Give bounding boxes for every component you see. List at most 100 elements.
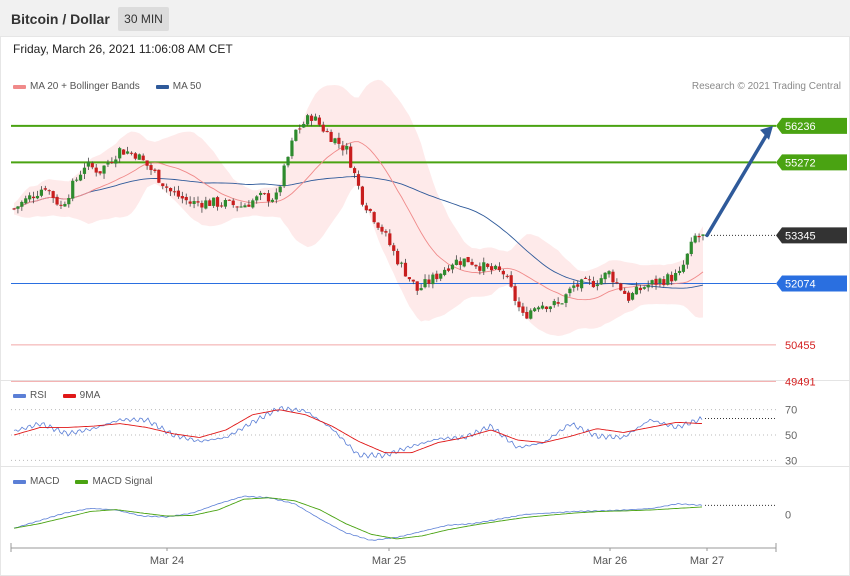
rsi-9ma-line <box>13 409 703 454</box>
candle-body <box>619 283 623 291</box>
time-axis-label: Mar 25 <box>372 555 406 567</box>
price-legend: MA 20 + Bollinger Bands MA 50 <box>13 81 201 92</box>
rsi-tick-label: 70 <box>785 405 797 417</box>
candle-body <box>219 205 224 207</box>
candle-body <box>368 208 372 211</box>
rsi9ma-legend-swatch <box>62 393 76 398</box>
candle-body <box>580 279 584 289</box>
candle-body <box>16 206 20 209</box>
level-label: 52074 <box>785 279 816 291</box>
candle-body <box>415 281 419 291</box>
candle-body <box>646 284 650 288</box>
candle-body <box>325 131 329 133</box>
candle-body <box>90 163 94 168</box>
candle-body <box>204 200 208 209</box>
projection-arrow-shaft <box>705 129 771 238</box>
candle-body <box>298 128 302 130</box>
candle-body <box>576 284 580 287</box>
candle-body <box>681 264 686 272</box>
candle-body <box>196 201 200 203</box>
candle-body <box>223 199 227 207</box>
ma20-legend-swatch <box>13 84 26 89</box>
candle-body <box>266 193 271 202</box>
rsi-line <box>13 405 703 459</box>
timeframe-button[interactable]: 30 MIN <box>118 7 169 31</box>
candle-body <box>560 303 564 305</box>
level-tag-49491: 49491 <box>785 376 816 388</box>
candle-body <box>360 186 365 205</box>
macd-signal-legend-swatch <box>75 479 89 484</box>
candle-body <box>259 192 263 196</box>
candle-body <box>24 198 28 204</box>
candle-body <box>446 268 451 271</box>
candle-body <box>689 241 693 254</box>
candle-body <box>180 196 184 199</box>
candle-body <box>282 165 286 187</box>
candle-body <box>352 168 357 174</box>
candle-body <box>462 258 466 267</box>
bollinger-band <box>14 79 703 336</box>
candle-body <box>145 160 149 166</box>
candle-body <box>470 261 474 265</box>
candle-body <box>345 145 349 150</box>
candle-body <box>98 171 102 174</box>
ma20-legend-label: MA 20 + Bollinger Bands <box>30 81 140 92</box>
candle-body <box>102 165 106 174</box>
candle-body <box>59 204 63 206</box>
rsi-legend: RSI 9MA <box>13 390 100 401</box>
level-tag-56236: 56236 <box>776 117 847 134</box>
candle-body <box>278 186 282 193</box>
macd-signal-line <box>13 497 703 540</box>
candle-body <box>642 287 646 289</box>
candle-body <box>243 205 247 208</box>
candle-body <box>82 167 87 174</box>
candle-body <box>376 222 380 228</box>
level-label: 49491 <box>785 376 816 388</box>
candle-body <box>176 190 181 197</box>
candle-body <box>666 274 670 285</box>
candle-body <box>67 198 71 205</box>
chart-title: Bitcoin / Dollar <box>11 11 110 27</box>
candle-body <box>611 271 615 283</box>
candle-body <box>188 201 192 204</box>
macd-legend-label: MACD <box>30 476 60 487</box>
macd-signal-legend-label: MACD Signal <box>92 476 153 487</box>
level-tag-50455: 50455 <box>785 340 816 352</box>
candle-body <box>39 189 44 196</box>
chart-credit: Research © 2021 Trading Central <box>691 81 841 92</box>
candle-body <box>255 196 259 201</box>
candle-body <box>572 285 576 288</box>
candle-body <box>349 146 353 168</box>
candle-body <box>380 226 384 232</box>
candle-body <box>490 266 494 271</box>
candle-body <box>517 301 521 308</box>
candle-body <box>595 284 599 287</box>
candle-body <box>540 305 545 309</box>
candle-body <box>411 279 415 282</box>
candle-body <box>12 208 16 210</box>
candle-body <box>274 192 278 200</box>
candle-body <box>658 278 662 284</box>
candle-body <box>634 286 639 295</box>
level-label: 53345 <box>785 230 816 242</box>
candle-body <box>286 156 290 166</box>
candle-body <box>157 169 161 183</box>
candle-body <box>118 148 122 159</box>
candle-body <box>454 259 458 265</box>
candle-body <box>31 196 36 199</box>
macd-tick-label: 0 <box>785 510 791 522</box>
chart-header-bar: Bitcoin / Dollar 30 MIN <box>0 0 850 36</box>
candle-body <box>43 188 47 190</box>
candle-body <box>306 115 310 125</box>
candle-body <box>239 206 243 208</box>
candle-body <box>677 270 682 273</box>
candle-body <box>396 250 400 265</box>
candle-body <box>149 165 153 171</box>
rsi-tick-label: 30 <box>785 455 797 467</box>
candle-body <box>603 272 607 280</box>
candle-body <box>86 161 90 167</box>
candle-body <box>333 138 337 144</box>
candle-body <box>63 203 67 207</box>
candle-body <box>493 265 498 269</box>
